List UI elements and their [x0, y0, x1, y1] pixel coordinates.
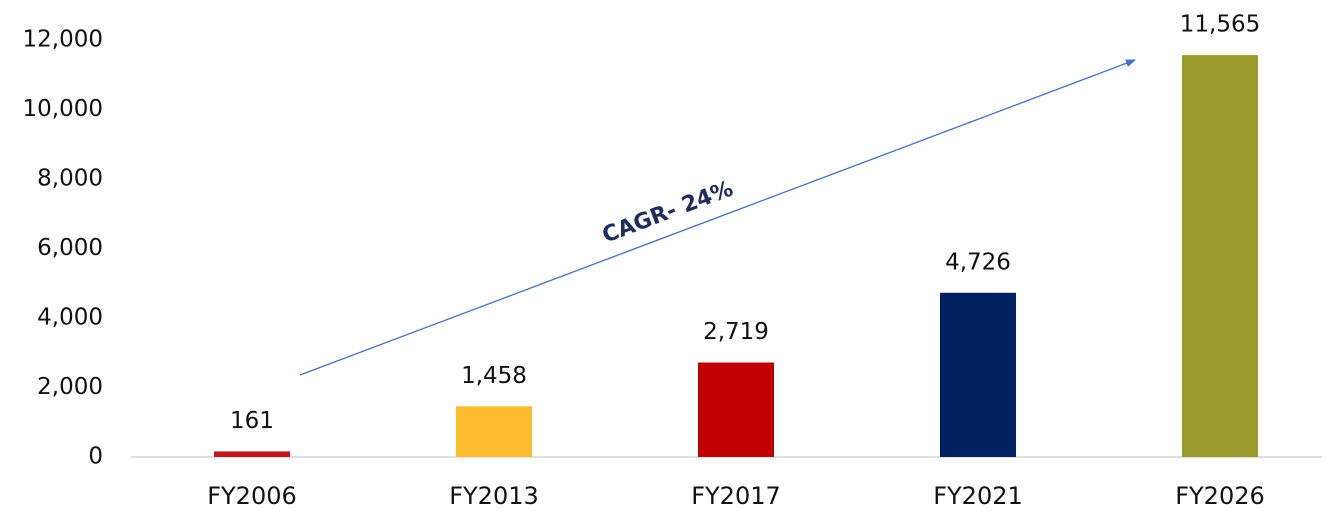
- data-label: 11,565: [1180, 12, 1260, 38]
- x-tick-label: FY2013: [449, 482, 539, 510]
- data-label: 161: [230, 408, 274, 434]
- bar: [214, 451, 290, 457]
- y-tick-label: 4,000: [37, 305, 103, 331]
- x-tick-label: FY2021: [933, 482, 1023, 510]
- y-tick-label: 0: [88, 444, 103, 470]
- y-tick-label: 6,000: [37, 235, 103, 261]
- y-tick-label: 10,000: [23, 96, 103, 122]
- bar: [1182, 55, 1258, 458]
- data-label: 4,726: [945, 249, 1011, 275]
- bar: [698, 362, 774, 457]
- data-label: 2,719: [703, 319, 769, 345]
- x-tick-label: FY2006: [207, 482, 297, 510]
- x-tick-label: FY2017: [691, 482, 781, 510]
- bar: [940, 292, 1016, 457]
- data-label: 1,458: [461, 363, 527, 389]
- y-tick-label: 2,000: [37, 374, 103, 400]
- annotation: CAGR- 24%: [599, 177, 737, 249]
- x-tick-label: FY2026: [1175, 482, 1265, 510]
- y-tick-label: 8,000: [37, 166, 103, 192]
- bar: [456, 406, 532, 457]
- y-tick-label: 12,000: [23, 27, 103, 53]
- cagr-arrow: [299, 59, 1136, 376]
